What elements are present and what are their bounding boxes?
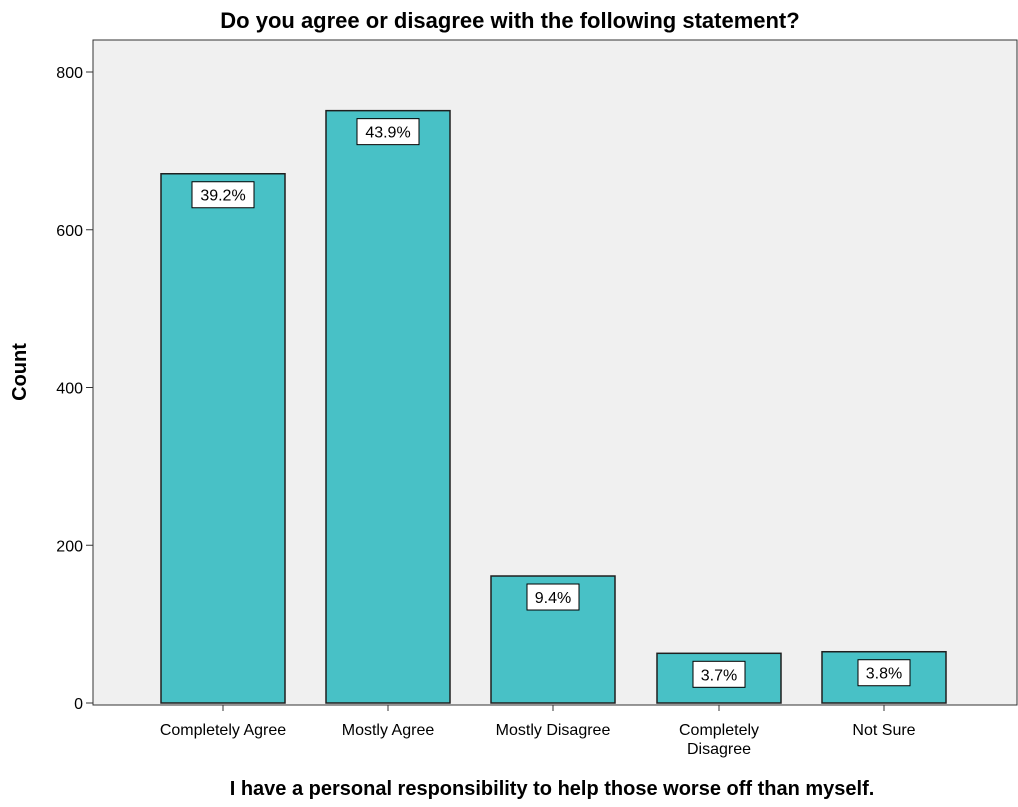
x-tick-label: Completely Disagree	[679, 722, 759, 758]
data-label-box	[356, 118, 420, 146]
bar-group: 3.7%	[656, 652, 782, 704]
bars: 39.2% 43.9% 9.4% 3.7% 3.8%	[160, 109, 947, 704]
x-tick-label-line: Not Sure	[852, 722, 915, 739]
x-tick-label: Mostly Disagree	[496, 722, 611, 739]
data-label-box	[692, 660, 746, 688]
data-label: 43.9%	[365, 125, 410, 142]
bar	[160, 172, 286, 704]
y-tick-label: 200	[56, 538, 83, 555]
x-tick-label-line: Mostly Disagree	[496, 722, 611, 739]
y-tick-label: 800	[56, 65, 83, 82]
x-tick-label-line: Completely Agree	[160, 722, 286, 739]
x-axis: Completely Agree Mostly Agree Mostly Disag…	[160, 705, 916, 758]
bar-group: 39.2%	[160, 172, 286, 704]
x-tick-label: Completely Agree	[160, 722, 286, 739]
y-tick-label: 400	[56, 381, 83, 398]
y-axis-title: Count	[9, 343, 31, 401]
bar	[325, 109, 451, 704]
x-tick-label-line: Mostly Agree	[342, 722, 435, 739]
data-label-box	[191, 181, 255, 209]
data-label-box	[526, 583, 580, 611]
y-tick-label: 600	[56, 223, 83, 240]
data-label-box	[857, 659, 911, 687]
bar-group: 43.9%	[325, 109, 451, 704]
x-tick-label: Mostly Agree	[342, 722, 435, 739]
data-label: 9.4%	[535, 590, 571, 607]
y-tick-label: 0	[74, 696, 83, 713]
x-axis-title: I have a personal responsibility to help…	[230, 778, 875, 800]
chart-title: Do you agree or disagree with the follow…	[220, 8, 799, 33]
bar-group: 3.8%	[821, 650, 947, 704]
y-axis: 0 200 400 600 800	[56, 65, 93, 713]
data-label: 3.8%	[866, 666, 902, 683]
x-tick-label-line: Completely	[679, 722, 759, 739]
data-label: 3.7%	[701, 667, 737, 684]
x-tick-label-line: Disagree	[687, 741, 751, 758]
bar-group: 9.4%	[490, 575, 616, 704]
x-tick-label: Not Sure	[852, 722, 915, 739]
data-label: 39.2%	[200, 188, 245, 205]
